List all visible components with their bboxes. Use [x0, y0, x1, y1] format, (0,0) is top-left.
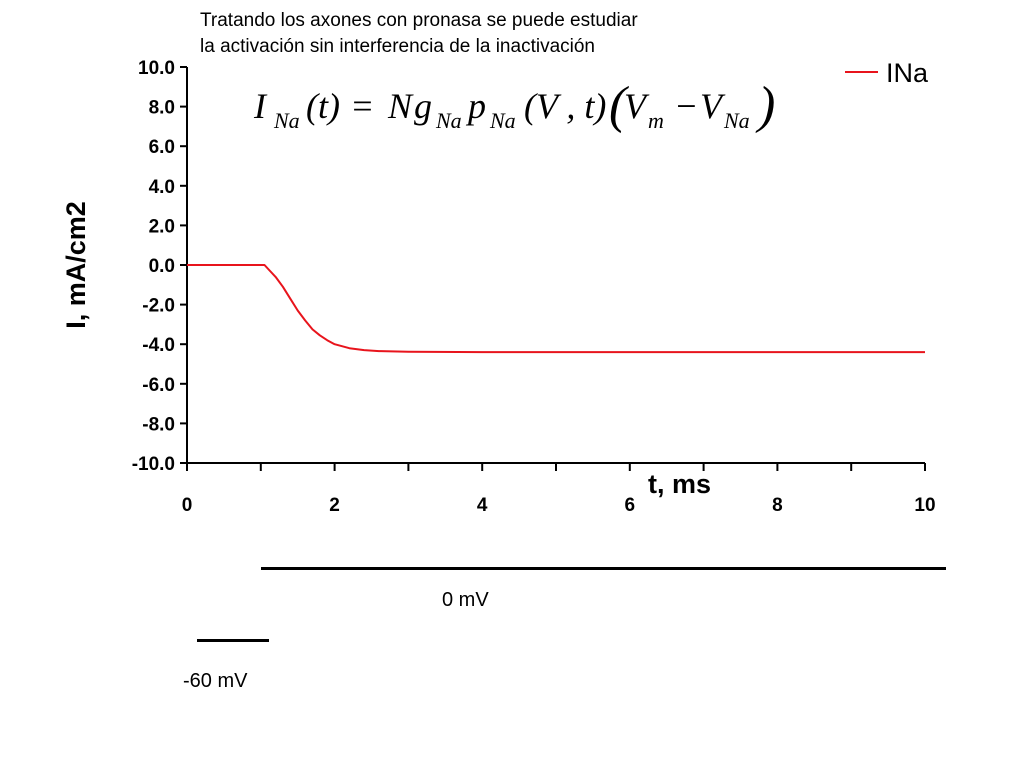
y-tick-label: 0.0 — [149, 256, 175, 277]
eq-VNa: V — [700, 86, 726, 126]
protocol-low-line — [197, 639, 269, 642]
x-tick-label: 8 — [772, 495, 783, 516]
y-tick-label: 8.0 — [149, 98, 175, 119]
eq-p-sub: Na — [489, 108, 516, 133]
eq-equals: = — [350, 86, 374, 126]
y-axis-title: I, mA/cm2 — [61, 201, 91, 329]
ina-equation: I Na (t) = N g Na p Na (V , t) ( V m − V… — [253, 77, 775, 134]
legend: INa — [845, 58, 929, 88]
y-ticks: 10.0 8.0 6.0 4.0 2.0 0.0 -2.0 -4.0 -6.0 -8.0 -10.0 — [132, 58, 187, 475]
x-axis-title: t, ms — [648, 469, 711, 499]
eq-p-args: (V , t) — [524, 86, 606, 126]
protocol-high-label: 0 mV — [442, 589, 489, 611]
x-tick-label: 0 — [182, 495, 193, 516]
eq-Vm: V — [624, 86, 650, 126]
y-tick-label: -8.0 — [142, 414, 175, 435]
eq-g: g — [414, 86, 432, 126]
eq-p: p — [465, 86, 486, 126]
eq-I-sub: Na — [273, 108, 300, 133]
y-tick-label: -4.0 — [142, 335, 175, 356]
eq-I: I — [253, 86, 268, 126]
y-tick-label: 4.0 — [149, 177, 175, 198]
y-tick-label: -10.0 — [132, 454, 175, 475]
eq-t-arg: (t) — [306, 86, 340, 126]
eq-N: N — [387, 86, 414, 126]
ina-chart: 10.0 8.0 6.0 4.0 2.0 0.0 -2.0 -4.0 -6.0 -8.0 -10.0… — [61, 58, 936, 516]
x-tick-label: 2 — [329, 495, 340, 516]
caption-line-2: la activación sin interferencia de la in… — [200, 36, 595, 57]
x-tick-label: 6 — [625, 495, 636, 516]
eq-VNa-sub: Na — [723, 108, 750, 133]
y-tick-label: -6.0 — [142, 375, 175, 396]
protocol-high-line — [261, 567, 946, 570]
eq-close-paren: ) — [755, 77, 775, 134]
y-tick-label: 2.0 — [149, 216, 175, 237]
eq-minus: − — [674, 86, 698, 126]
x-ticks: 0 2 4 6 8 10 — [182, 463, 936, 516]
y-tick-label: -2.0 — [142, 296, 175, 317]
series-line-ina — [187, 264, 925, 354]
protocol-low-label: -60 mV — [183, 670, 248, 692]
legend-label-ina: INa — [886, 58, 929, 88]
eq-Vm-sub: m — [648, 108, 664, 133]
x-tick-label: 4 — [477, 495, 488, 516]
y-tick-label: 10.0 — [138, 58, 175, 79]
eq-open-paren: ( — [609, 77, 629, 134]
series-layer — [187, 264, 925, 354]
x-tick-label: 10 — [914, 495, 935, 516]
eq-g-sub: Na — [435, 108, 462, 133]
caption-line-1: Tratando los axones con pronasa se puede… — [200, 10, 638, 31]
caption: Tratando los axones con pronasa se puede… — [200, 8, 812, 60]
y-tick-label: 6.0 — [149, 137, 175, 158]
